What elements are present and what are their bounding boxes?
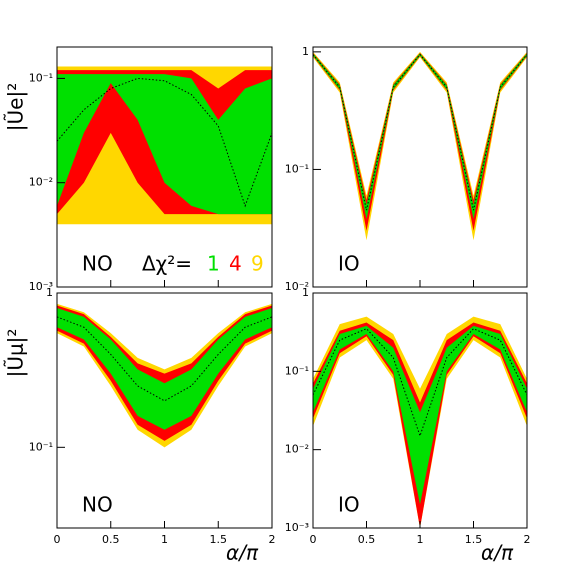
legend-entry: 9: [251, 252, 264, 276]
y-tick-label: 10⁻¹: [29, 71, 53, 84]
confidence-band: [313, 52, 527, 231]
best-fit-line: [313, 53, 527, 211]
y-tick-label: 1: [302, 286, 309, 299]
plot-area: [57, 66, 272, 225]
panel-label: IO: [338, 252, 360, 276]
panel-label: NO: [82, 493, 113, 517]
y-tick-label: 10⁻¹: [285, 162, 309, 175]
y-tick-label: 10⁻²: [29, 176, 53, 189]
legend-entry: 4: [229, 252, 242, 276]
confidence-band: [57, 74, 272, 215]
x-tick-label: 1.5: [465, 533, 483, 546]
x-tick-label: 1: [417, 533, 424, 546]
confidence-band: [313, 325, 527, 505]
x-tick-label: 0.5: [358, 533, 376, 546]
y-tick-label: 10⁻²: [285, 280, 309, 293]
x-tick-label: 0: [54, 533, 61, 546]
legend-title: Δχ²=: [142, 252, 192, 276]
x-tick-label: 1: [161, 533, 168, 546]
y-tick-label: 10⁻¹: [285, 364, 309, 377]
panel-label: NO: [82, 252, 113, 276]
x-axis-label: α/π: [226, 541, 259, 565]
y-axis-label: |Ũμ|²: [4, 329, 28, 378]
confidence-band: [313, 53, 527, 219]
confidence-band: [313, 51, 527, 241]
y-tick-label: 1: [302, 45, 309, 58]
x-tick-label: 0.5: [102, 533, 120, 546]
y-tick-label: 10⁻¹: [29, 440, 53, 453]
confidence-band: [57, 307, 272, 430]
x-tick-label: 0: [310, 533, 317, 546]
x-tick-label: 2: [524, 533, 531, 546]
plot-area: [57, 303, 272, 448]
x-axis-label: α/π: [481, 541, 514, 565]
plot-area: [313, 51, 527, 241]
y-tick-label: 1: [46, 286, 53, 299]
x-tick-label: 1.5: [210, 533, 228, 546]
y-tick-label: 10⁻²: [285, 443, 309, 456]
best-fit-line: [313, 328, 527, 438]
legend-entry: 1: [207, 252, 220, 276]
best-fit-line: [57, 77, 272, 208]
panel-label: IO: [338, 493, 360, 517]
plot-area: [313, 316, 527, 528]
y-axis-label: |Ũe|²: [4, 83, 28, 131]
y-tick-label: 10⁻³: [29, 280, 53, 293]
x-tick-label: 2: [269, 533, 276, 546]
confidence-band: [57, 305, 272, 441]
y-tick-label: 10⁻³: [285, 521, 309, 534]
